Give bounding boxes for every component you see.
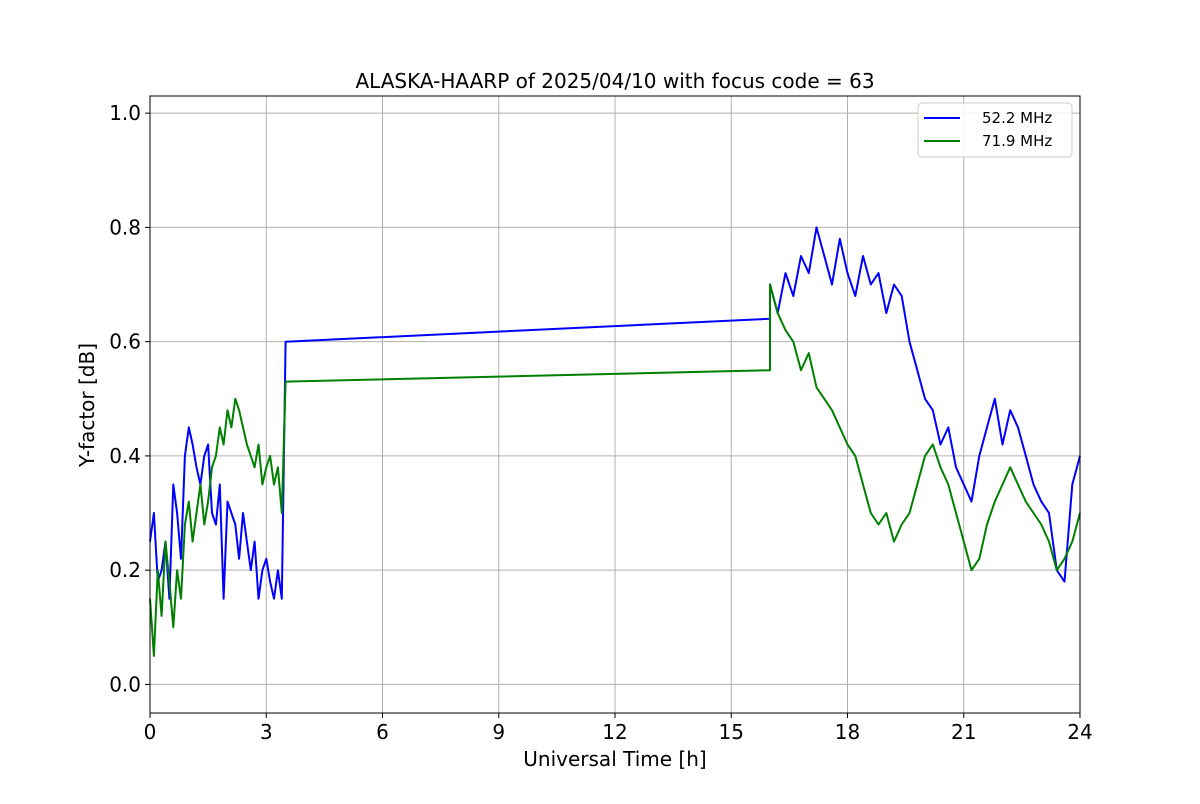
y-tick-label: 0.8 (109, 215, 141, 239)
x-tick-label: 12 (602, 720, 627, 744)
x-tick-label: 15 (719, 720, 744, 744)
legend: 52.2 MHz 71.9 MHz (917, 102, 1073, 158)
legend-label-71mhz: 71.9 MHz (982, 132, 1052, 150)
y-tick-label: 0.6 (109, 330, 141, 354)
x-tick-label: 6 (376, 720, 389, 744)
x-axis: 0 3 6 9 12 15 18 21 24 (144, 713, 1093, 744)
x-tick-label: 24 (1067, 720, 1092, 744)
legend-label-52mhz: 52.2 MHz (982, 109, 1052, 127)
y-tick-label: 1.0 (109, 101, 141, 125)
y-axis-label: Y-factor [dB] (75, 343, 99, 468)
x-tick-label: 0 (144, 720, 157, 744)
y-tick-label: 0.4 (109, 444, 141, 468)
x-tick-label: 3 (260, 720, 273, 744)
series-line-71mhz (149, 283, 1081, 657)
x-tick-label: 21 (951, 720, 976, 744)
x-tick-label: 9 (492, 720, 505, 744)
series-group (149, 226, 1081, 657)
chart-title: ALASKA-HAARP of 2025/04/10 with focus co… (355, 69, 874, 93)
x-tick-label: 18 (835, 720, 860, 744)
x-axis-label: Universal Time [h] (523, 747, 706, 771)
series-line-52mhz (149, 226, 1081, 600)
y-tick-label: 0.2 (109, 558, 141, 582)
y-tick-label: 0.0 (109, 672, 141, 696)
y-axis: 0.0 0.2 0.4 0.6 0.8 1.0 (109, 101, 150, 696)
legend-box (917, 102, 1073, 158)
